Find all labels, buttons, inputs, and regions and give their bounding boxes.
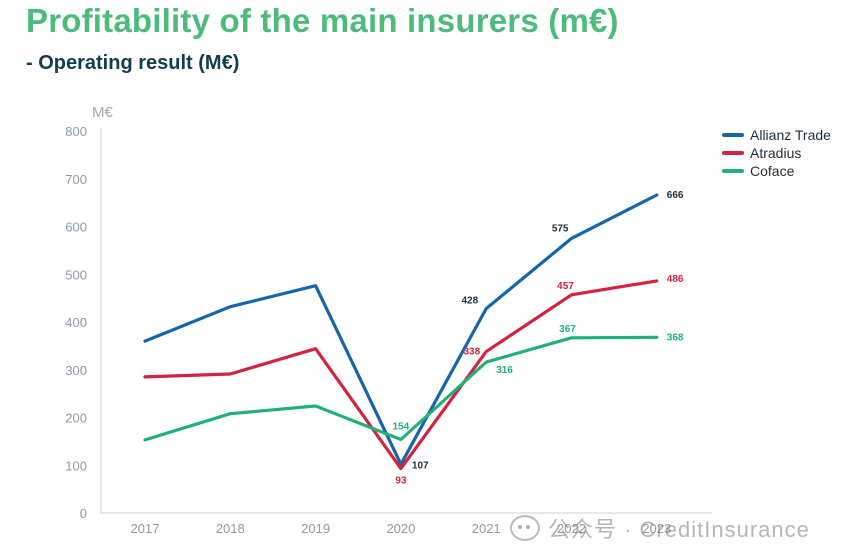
chart-legend: Allianz Trade Atradius Coface xyxy=(722,126,831,180)
data-label-allianz-trade-2020: 107 xyxy=(412,460,429,471)
series-lines xyxy=(143,193,659,471)
data-label-allianz-trade-2023: 666 xyxy=(667,190,684,201)
data-label-atradius-2020: 93 xyxy=(395,476,407,487)
legend-swatch-coface xyxy=(722,169,744,173)
y-tick-100: 100 xyxy=(65,458,87,473)
legend-item-allianz-trade: Allianz Trade xyxy=(722,126,831,144)
data-label-atradius-2021: 338 xyxy=(464,347,481,358)
x-tick-2020: 2020 xyxy=(386,521,415,536)
data-label-atradius-2023: 486 xyxy=(667,274,684,285)
y-tick-500: 500 xyxy=(65,267,87,282)
y-tick-200: 200 xyxy=(65,411,87,426)
legend-item-coface: Coface xyxy=(722,162,831,180)
wechat-icon xyxy=(510,515,540,541)
y-tick-labels: 0 100 200 300 400 500 600 700 800 xyxy=(65,124,87,521)
y-tick-300: 300 xyxy=(65,363,87,378)
watermark: 公众号 · CreditInsurance xyxy=(510,512,810,544)
y-tick-0: 0 xyxy=(80,506,87,521)
y-tick-400: 400 xyxy=(65,315,87,330)
watermark-text: 公众号 · CreditInsurance xyxy=(548,517,810,542)
legend-swatch-allianz-trade xyxy=(722,133,744,137)
data-label-allianz-trade-2022: 575 xyxy=(552,223,569,234)
y-tick-800: 800 xyxy=(65,124,87,139)
legend-swatch-atradius xyxy=(722,151,744,155)
chart-title: Profitability of the main insurers (m€) xyxy=(26,2,619,39)
x-tick-2019: 2019 xyxy=(301,521,330,536)
data-label-coface-2021: 316 xyxy=(496,365,513,376)
legend-label-coface: Coface xyxy=(750,163,795,179)
x-tick-2017: 2017 xyxy=(131,521,160,536)
x-tick-2022: 2022 xyxy=(557,521,586,536)
y-tick-700: 700 xyxy=(65,172,87,187)
chart-subtitle: - Operating result (M€) xyxy=(26,52,240,74)
y-tick-600: 600 xyxy=(65,220,87,235)
data-label-coface-2020: 154 xyxy=(393,421,410,432)
data-label-coface-2022: 367 xyxy=(559,324,576,335)
x-tick-2021: 2021 xyxy=(472,521,501,536)
x-tick-labels: 2017 2018 2019 2020 2021 2022 2023 xyxy=(131,521,672,536)
legend-item-atradius: Atradius xyxy=(722,144,831,162)
data-label-coface-2023: 368 xyxy=(667,332,684,343)
x-tick-2018: 2018 xyxy=(216,521,245,536)
data-label-allianz-trade-2021: 428 xyxy=(462,296,479,307)
legend-label-atradius: Atradius xyxy=(750,145,802,161)
y-axis-unit-label: M€ xyxy=(92,104,113,121)
data-labels: 107 428 575 666 93 338 457 486 154 316 367 368 xyxy=(393,190,684,487)
legend-label-allianz-trade: Allianz Trade xyxy=(750,127,831,143)
x-tick-2023: 2023 xyxy=(642,521,671,536)
data-label-atradius-2022: 457 xyxy=(557,281,574,292)
